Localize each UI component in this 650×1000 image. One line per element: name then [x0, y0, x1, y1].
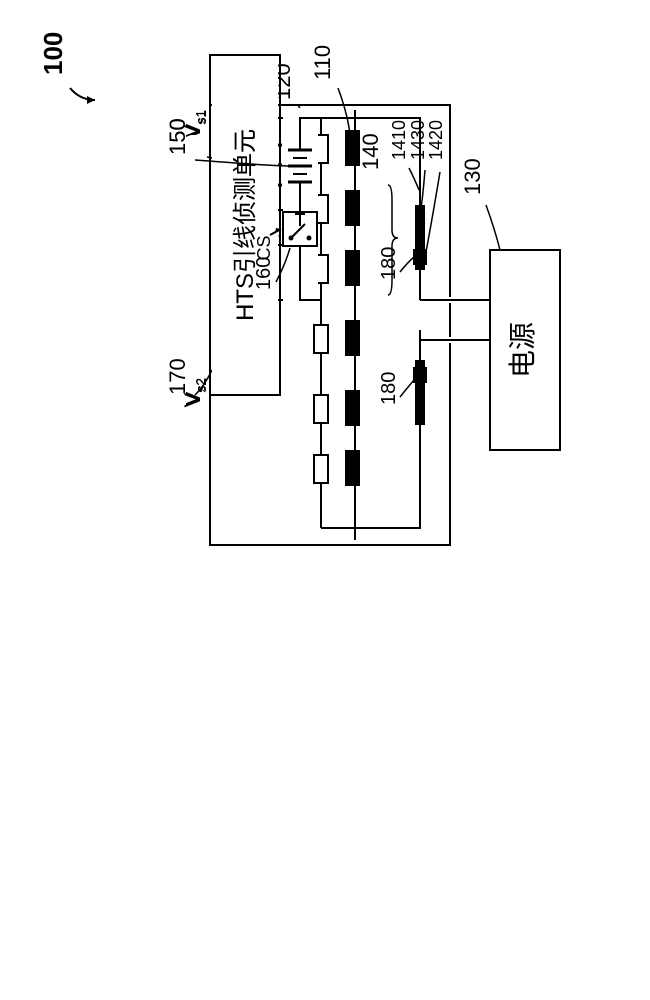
label-170: 170 — [165, 358, 190, 395]
cleanup-right — [360, 110, 460, 540]
detector-label-top: HTS引线侦测单元 — [232, 129, 259, 321]
label-180a: 180 — [378, 247, 400, 280]
label-1410: 1410 — [389, 120, 409, 160]
sw-t2 — [307, 236, 312, 241]
label-1430: 1430 — [408, 120, 428, 160]
label-110: 110 — [310, 45, 335, 80]
lead-130 — [486, 205, 500, 250]
power-box-label: 电源 — [507, 322, 538, 378]
label-180b: 180 — [378, 372, 400, 405]
label-100: 100 — [38, 32, 68, 75]
schematic-canvas: 100 HTS引线侦测单元 Vs1 Vs2 170 HTS引线侦测单元 150 … — [0, 0, 650, 1000]
lead-110 — [338, 88, 350, 135]
arrow-100-head — [87, 96, 95, 104]
label-1420: 1420 — [426, 120, 446, 160]
label-140: 140 — [358, 133, 383, 170]
label-130: 130 — [460, 158, 485, 195]
